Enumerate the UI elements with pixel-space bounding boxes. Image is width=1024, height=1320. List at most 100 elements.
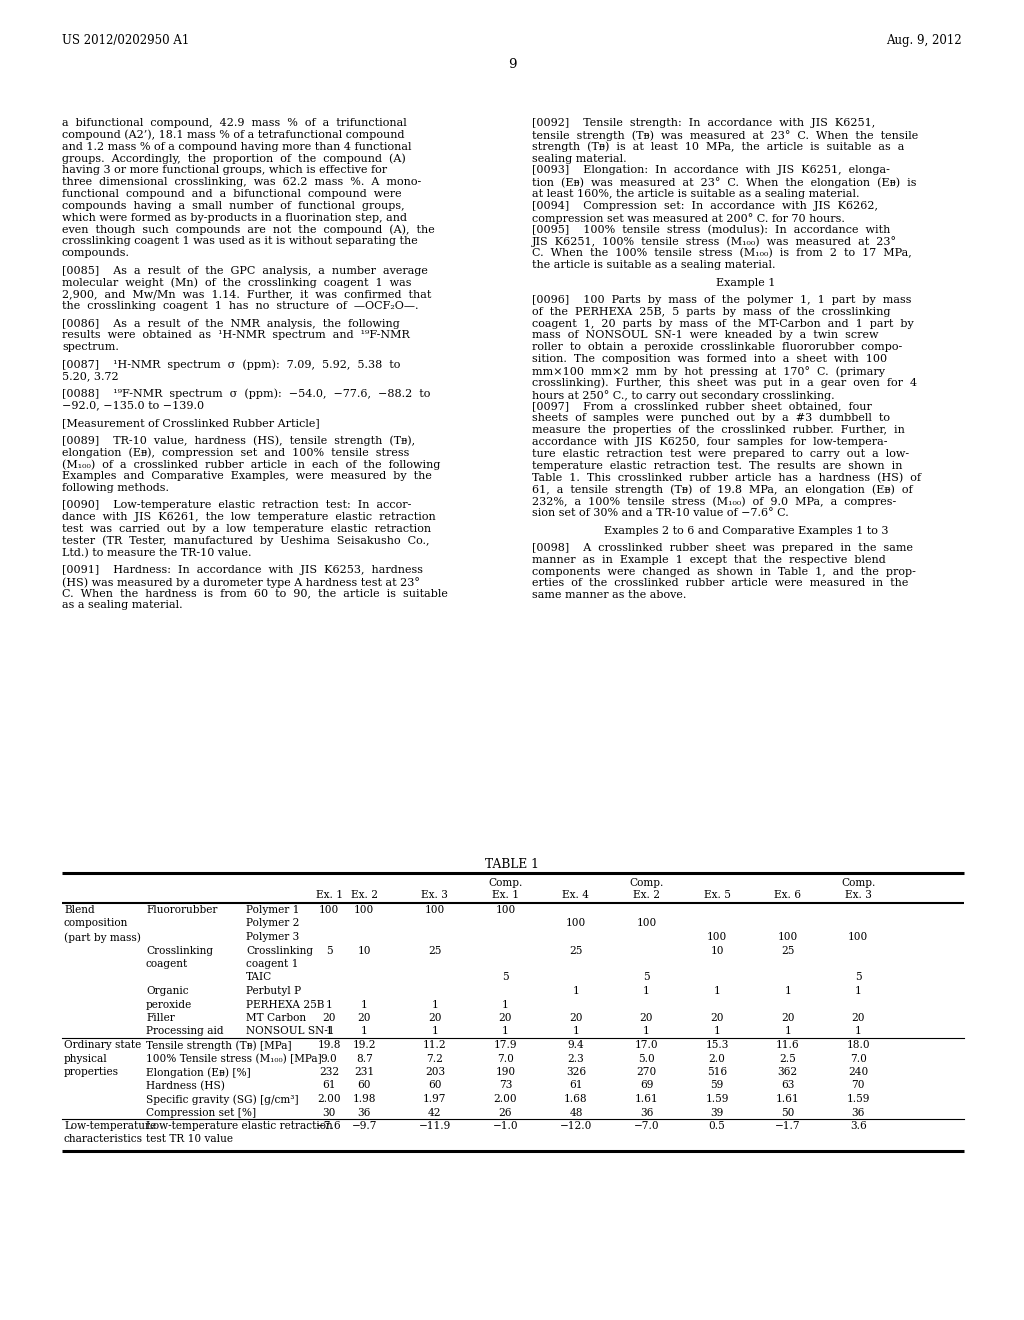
Text: 69: 69 (640, 1081, 653, 1090)
Text: Low-temperature elastic retraction: Low-temperature elastic retraction (146, 1121, 333, 1131)
Text: 1: 1 (643, 1027, 650, 1036)
Text: elongation  (Eᴃ),  compression  set  and  100%  tensile  stress: elongation (Eᴃ), compression set and 100… (62, 447, 410, 458)
Text: MT Carbon: MT Carbon (246, 1012, 306, 1023)
Text: 10: 10 (711, 945, 724, 956)
Text: 100: 100 (566, 919, 586, 928)
Text: 50: 50 (781, 1107, 795, 1118)
Text: sion set of 30% and a TR-10 value of −7.6° C.: sion set of 30% and a TR-10 value of −7.… (532, 508, 788, 519)
Text: test TR 10 value: test TR 10 value (146, 1134, 233, 1144)
Text: 100: 100 (707, 932, 727, 942)
Text: 63: 63 (781, 1081, 795, 1090)
Text: 1: 1 (855, 986, 861, 997)
Text: a  bifunctional  compound,  42.9  mass  %  of  a  trifunctional: a bifunctional compound, 42.9 mass % of … (62, 117, 407, 128)
Text: 11.2: 11.2 (423, 1040, 446, 1049)
Text: −9.7: −9.7 (351, 1121, 377, 1131)
Text: 20: 20 (781, 1012, 795, 1023)
Text: which were formed as by-products in a fluorination step, and: which were formed as by-products in a fl… (62, 213, 407, 223)
Text: [0095]    100%  tensile  stress  (modulus):  In  accordance  with: [0095] 100% tensile stress (modulus): In… (532, 224, 891, 235)
Text: three  dimensional  crosslinking,  was  62.2  mass  %.  A  mono-: three dimensional crosslinking, was 62.2… (62, 177, 421, 187)
Text: 1: 1 (714, 1027, 721, 1036)
Text: 240: 240 (848, 1067, 868, 1077)
Text: dance  with  JIS  K6261,  the  low  temperature  elastic  retraction: dance with JIS K6261, the low temperatur… (62, 512, 436, 521)
Text: 362: 362 (777, 1067, 798, 1077)
Text: of  the  PERHEXA  25B,  5  parts  by  mass  of  the  crosslinking: of the PERHEXA 25B, 5 parts by mass of t… (532, 306, 891, 317)
Text: strength  (Tᴃ)  is  at  least  10  MPa,  the  article  is  suitable  as  a: strength (Tᴃ) is at least 10 MPa, the ar… (532, 141, 904, 152)
Text: molecular  weight  (Mn)  of  the  crosslinking  coagent  1  was: molecular weight (Mn) of the crosslinkin… (62, 277, 412, 288)
Text: 1: 1 (502, 1027, 509, 1036)
Text: 5: 5 (855, 973, 861, 982)
Text: 516: 516 (707, 1067, 727, 1077)
Text: (M₁₀₀)  of  a  crosslinked  rubber  article  in  each  of  the  following: (M₁₀₀) of a crosslinked rubber article i… (62, 459, 440, 470)
Text: tester  (TR  Tester,  manufactured  by  Ueshima  Seisakusho  Co.,: tester (TR Tester, manufactured by Ueshi… (62, 536, 429, 546)
Text: 60: 60 (357, 1081, 371, 1090)
Text: 36: 36 (640, 1107, 653, 1118)
Text: −7.0: −7.0 (634, 1121, 659, 1131)
Text: Perbutyl P: Perbutyl P (246, 986, 301, 997)
Text: 100: 100 (354, 906, 375, 915)
Text: 1: 1 (360, 1027, 368, 1036)
Text: Compression set [%]: Compression set [%] (146, 1107, 256, 1118)
Text: 59: 59 (711, 1081, 724, 1090)
Text: Comp.: Comp. (488, 878, 522, 888)
Text: tensile  strength  (Tᴃ)  was  measured  at  23°  C.  When  the  tensile: tensile strength (Tᴃ) was measured at 23… (532, 129, 919, 141)
Text: 9: 9 (508, 58, 516, 71)
Text: 0.5: 0.5 (709, 1121, 725, 1131)
Text: 9.4: 9.4 (567, 1040, 585, 1049)
Text: 17.0: 17.0 (635, 1040, 658, 1049)
Text: 1: 1 (572, 1027, 580, 1036)
Text: crosslinking coagent 1 was used as it is without separating the: crosslinking coagent 1 was used as it is… (62, 236, 418, 247)
Text: TABLE 1: TABLE 1 (485, 858, 539, 871)
Text: physical: physical (63, 1053, 108, 1064)
Text: groups.  Accordingly,  the  proportion  of  the  compound  (A): groups. Accordingly, the proportion of t… (62, 153, 406, 164)
Text: 1.59: 1.59 (706, 1094, 729, 1104)
Text: Ex. 5: Ex. 5 (703, 890, 730, 900)
Text: Ordinary state: Ordinary state (63, 1040, 141, 1049)
Text: JIS  K6251,  100%  tensile  stress  (M₁₀₀)  was  measured  at  23°: JIS K6251, 100% tensile stress (M₁₀₀) wa… (532, 236, 897, 247)
Text: 100: 100 (425, 906, 445, 915)
Text: [Measurement of Crosslinked Rubber Article]: [Measurement of Crosslinked Rubber Artic… (62, 418, 319, 428)
Text: 2.00: 2.00 (317, 1094, 341, 1104)
Text: 100: 100 (318, 906, 339, 915)
Text: Ex. 6: Ex. 6 (774, 890, 801, 900)
Text: test  was  carried  out  by  a  low  temperature  elastic  retraction: test was carried out by a low temperatur… (62, 524, 431, 533)
Text: compression set was measured at 200° C. for 70 hours.: compression set was measured at 200° C. … (532, 213, 845, 223)
Text: 61: 61 (323, 1081, 336, 1090)
Text: spectrum.: spectrum. (62, 342, 119, 352)
Text: functional  compound  and  a  bifunctional  compound  were: functional compound and a bifunctional c… (62, 189, 401, 199)
Text: [0088]    ¹⁹F-NMR  spectrum  σ  (ppm):  −54.0,  −77.6,  −88.2  to: [0088] ¹⁹F-NMR spectrum σ (ppm): −54.0, … (62, 389, 430, 400)
Text: sealing material.: sealing material. (532, 153, 627, 164)
Text: the article is suitable as a sealing material.: the article is suitable as a sealing mat… (532, 260, 775, 271)
Text: erties  of  the  crosslinked  rubber  article  were  measured  in  the: erties of the crosslinked rubber article… (532, 578, 908, 589)
Text: [0096]    100  Parts  by  mass  of  the  polymer  1,  1  part  by  mass: [0096] 100 Parts by mass of the polymer … (532, 294, 911, 305)
Text: 20: 20 (569, 1012, 583, 1023)
Text: coagent: coagent (146, 960, 188, 969)
Text: following methods.: following methods. (62, 483, 169, 492)
Text: [0094]    Compression  set:  In  accordance  with  JIS  K6262,: [0094] Compression set: In accordance wi… (532, 201, 878, 211)
Text: results  were  obtained  as  ¹H-NMR  spectrum  and  ¹⁹F-NMR: results were obtained as ¹H-NMR spectrum… (62, 330, 410, 341)
Text: 232: 232 (318, 1067, 339, 1077)
Text: Filler: Filler (146, 1012, 175, 1023)
Text: Polymer 2: Polymer 2 (246, 919, 299, 928)
Text: 20: 20 (499, 1012, 512, 1023)
Text: 19.8: 19.8 (317, 1040, 341, 1049)
Text: Crosslinking: Crosslinking (146, 945, 213, 956)
Text: at least 160%, the article is suitable as a sealing material.: at least 160%, the article is suitable a… (532, 189, 859, 199)
Text: Ex. 1: Ex. 1 (492, 890, 519, 900)
Text: 2.0: 2.0 (709, 1053, 725, 1064)
Text: [0098]    A  crosslinked  rubber  sheet  was  prepared  in  the  same: [0098] A crosslinked rubber sheet was pr… (532, 543, 913, 553)
Text: 7.0: 7.0 (850, 1053, 866, 1064)
Text: Table  1.  This  crosslinked  rubber  article  has  a  hardness  (HS)  of: Table 1. This crosslinked rubber article… (532, 473, 921, 483)
Text: Polymer 3: Polymer 3 (246, 932, 299, 942)
Text: Ex. 2: Ex. 2 (633, 890, 660, 900)
Text: [0092]    Tensile  strength:  In  accordance  with  JIS  K6251,: [0092] Tensile strength: In accordance w… (532, 117, 876, 128)
Text: 9.0: 9.0 (321, 1053, 337, 1064)
Text: 1: 1 (855, 1027, 861, 1036)
Text: 5: 5 (502, 973, 509, 982)
Text: 25: 25 (569, 945, 583, 956)
Text: Hardness (HS): Hardness (HS) (146, 1081, 225, 1090)
Text: 1: 1 (431, 1027, 438, 1036)
Text: Organic: Organic (146, 986, 188, 997)
Text: 2.5: 2.5 (779, 1053, 796, 1064)
Text: 61: 61 (569, 1081, 583, 1090)
Text: 1: 1 (643, 986, 650, 997)
